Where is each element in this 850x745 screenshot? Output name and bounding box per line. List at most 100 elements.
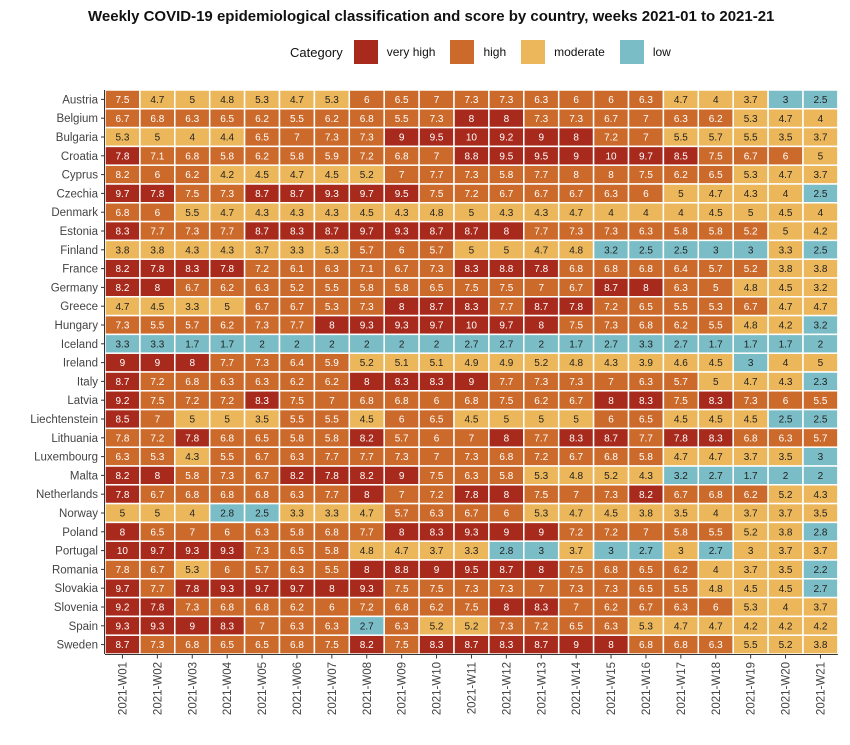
heatmap-cell-label: 8.2 <box>639 490 653 501</box>
heatmap-cell-label: 1.7 <box>185 339 199 350</box>
heatmap-cell-label: 4.7 <box>674 452 688 463</box>
heatmap-cell-label: 7.2 <box>464 189 478 200</box>
x-tick-label: 2021-W06 <box>292 662 304 715</box>
y-tick-label: Netherlands <box>36 489 98 501</box>
heatmap-cell-label: 7 <box>399 490 405 501</box>
heatmap-cell-label: 5.2 <box>779 640 793 651</box>
heatmap-cell-label: 6 <box>713 603 719 614</box>
heatmap-cell-label: 5.3 <box>115 133 129 144</box>
heatmap-cell-label: 7.2 <box>534 621 548 632</box>
heatmap-cell-label: 8.7 <box>430 302 444 313</box>
x-tick-label: 2021-W09 <box>397 662 409 715</box>
heatmap-cell-label: 2.7 <box>674 339 688 350</box>
heatmap-cell-label: 2 <box>818 471 824 482</box>
heatmap-cell-label: 6.8 <box>115 208 129 219</box>
heatmap-cell-label: 5.7 <box>674 377 688 388</box>
heatmap-cell-label: 6.8 <box>185 640 199 651</box>
x-tick-label: 2021-W16 <box>641 662 653 715</box>
y-tick-label: Slovakia <box>55 583 99 595</box>
heatmap-cell-label: 6 <box>783 151 789 162</box>
heatmap-cell-label: 5.8 <box>395 283 409 294</box>
heatmap-cell-label: 6.4 <box>290 358 304 369</box>
heatmap-cell-label: 7.3 <box>744 396 758 407</box>
heatmap-cell-label: 6.3 <box>639 377 653 388</box>
heatmap-cell-label: 3.7 <box>744 452 758 463</box>
heatmap-cell-label: 7.3 <box>464 95 478 106</box>
heatmap-cell-label: 7.3 <box>430 264 444 275</box>
heatmap-cell-label: 1.7 <box>569 339 583 350</box>
heatmap-cell-label: 2.7 <box>360 621 374 632</box>
heatmap-cell-label: 6 <box>608 415 614 426</box>
heatmap-cell-label: 4 <box>713 509 719 520</box>
heatmap-cell-label: 4.9 <box>499 358 513 369</box>
heatmap-cell-label: 4.8 <box>709 584 723 595</box>
heatmap-cell-label: 7.8 <box>150 189 164 200</box>
heatmap-cell-label: 7.3 <box>534 114 548 125</box>
heatmap-cell-label: 7.7 <box>499 302 513 313</box>
heatmap-cell-label: 4 <box>818 114 824 125</box>
heatmap-cell-label: 5.5 <box>709 321 723 332</box>
heatmap-cell-label: 6.7 <box>290 302 304 313</box>
x-tick-label: 2021-W12 <box>501 662 513 715</box>
heatmap-cell-label: 1.7 <box>744 471 758 482</box>
heatmap-cell-label: 7.7 <box>360 527 374 538</box>
heatmap-cell-label: 8 <box>643 283 649 294</box>
heatmap-cell-label: 7.7 <box>430 170 444 181</box>
heatmap-cell-label: 7.5 <box>290 396 304 407</box>
heatmap-cell-label: 6.3 <box>185 114 199 125</box>
heatmap-cell-label: 7.5 <box>499 283 513 294</box>
x-tick-label: 2021-W08 <box>362 662 374 715</box>
heatmap-cell-label: 2 <box>399 339 405 350</box>
heatmap-cell-label: 6.8 <box>185 151 199 162</box>
heatmap-cell-label: 8.5 <box>674 151 688 162</box>
heatmap-cell-label: 8 <box>329 321 335 332</box>
heatmap-cell-label: 2.8 <box>813 527 827 538</box>
heatmap-cell-label: 5 <box>713 377 719 388</box>
heatmap-cell-label: 7.5 <box>430 584 444 595</box>
heatmap-cell-label: 2.5 <box>674 245 688 256</box>
heatmap-cell-label: 6.7 <box>534 189 548 200</box>
heatmap-cell-label: 6.5 <box>639 584 653 595</box>
heatmap-cell-label: 7 <box>643 114 649 125</box>
heatmap-cell-label: 2.5 <box>779 415 793 426</box>
heatmap-cell-label: 7.8 <box>220 264 234 275</box>
heatmap-cell-label: 6.7 <box>255 302 269 313</box>
heatmap-cell-label: 4.5 <box>674 415 688 426</box>
heatmap-cell-label: 9 <box>399 471 405 482</box>
heatmap-cell-label: 6 <box>364 95 370 106</box>
heatmap-cell-label: 4.3 <box>255 208 269 219</box>
heatmap-cell-label: 4.7 <box>534 245 548 256</box>
heatmap-cell-label: 3.5 <box>674 509 688 520</box>
heatmap-cell-label: 7.8 <box>534 264 548 275</box>
heatmap-cell-label: 8 <box>364 565 370 576</box>
heatmap-cell-label: 6.2 <box>674 321 688 332</box>
heatmap-cell-label: 7.8 <box>150 603 164 614</box>
heatmap-cell-label: 4.7 <box>569 509 583 520</box>
heatmap-cell-label: 6.3 <box>779 433 793 444</box>
heatmap-cell-label: 8 <box>608 640 614 651</box>
heatmap-cell-label: 8 <box>399 302 405 313</box>
heatmap-cell-label: 6.7 <box>569 452 583 463</box>
y-tick-label: Sweden <box>56 640 98 652</box>
heatmap-cell-label: 1.7 <box>779 339 793 350</box>
y-tick-label: Italy <box>77 376 98 388</box>
heatmap-cell-label: 6.7 <box>464 509 478 520</box>
heatmap-cell-label: 2.8 <box>220 509 234 520</box>
heatmap-cell-label: 7.2 <box>185 396 199 407</box>
y-tick-label: Cyprus <box>62 170 99 182</box>
heatmap-cell-label: 9 <box>189 621 195 632</box>
heatmap-cell-label: 3.7 <box>813 546 827 557</box>
heatmap-cell-label: 9.3 <box>150 621 164 632</box>
heatmap-cell-label: 9.7 <box>115 189 129 200</box>
heatmap-cell-label: 9 <box>120 358 126 369</box>
heatmap-cell-label: 3.8 <box>779 527 793 538</box>
heatmap-cell-label: 6.8 <box>569 264 583 275</box>
x-tick-label: 2021-W21 <box>815 662 827 715</box>
heatmap-cell-label: 7.8 <box>464 490 478 501</box>
heatmap-cell-label: 6.8 <box>639 321 653 332</box>
heatmap-cell-label: 2.5 <box>813 245 827 256</box>
heatmap-cell-label: 4.7 <box>360 509 374 520</box>
heatmap-cell-label: 4 <box>643 208 649 219</box>
heatmap-cell-label: 4.3 <box>325 208 339 219</box>
heatmap-cell-label: 7 <box>434 151 440 162</box>
